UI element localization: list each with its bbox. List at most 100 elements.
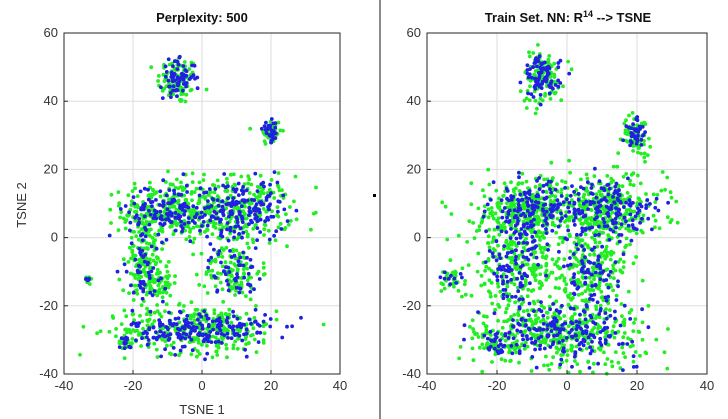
right-scatter-point (640, 124, 645, 129)
right-scatter-point (520, 197, 525, 202)
right-scatter-point (492, 271, 497, 276)
left-x-tick-label: 0 (198, 378, 205, 393)
left-scatter-point (192, 318, 197, 323)
right-scatter-point (527, 54, 532, 59)
right-scatter-point (543, 245, 547, 250)
right-scatter-point (639, 204, 644, 209)
left-scatter-point (158, 209, 163, 214)
left-scatter-point (236, 267, 240, 272)
left-scatter-point (211, 327, 216, 332)
right-scatter-point (522, 98, 527, 103)
left-scatter-point (187, 335, 192, 339)
right-scatter-point (505, 279, 510, 284)
left-scatter-point (183, 322, 188, 326)
right-scatter-point (519, 265, 523, 269)
right-scatter-point (568, 306, 573, 310)
right-scatter-point (600, 270, 605, 275)
left-scatter-point (250, 220, 255, 225)
left-scatter-point (155, 335, 160, 340)
right-chart-title-main: Train Set. NN: R (485, 10, 584, 25)
right-scatter-point (588, 252, 592, 257)
left-scatter-point (176, 83, 180, 88)
left-scatter-point (131, 290, 136, 295)
left-scatter-point (162, 214, 167, 219)
left-scatter-point (314, 185, 318, 190)
left-scatter-point (277, 200, 282, 204)
left-scatter-point (165, 276, 170, 281)
right-scatter-point (463, 292, 468, 297)
right-scatter-point (570, 315, 575, 319)
right-scatter-point (663, 187, 667, 192)
left-scatter-point (206, 205, 211, 210)
left-scatter-point (117, 345, 122, 349)
right-scatter-point (560, 303, 564, 308)
right-scatter-point (567, 200, 572, 205)
right-scatter-point (567, 330, 572, 335)
right-scatter-point (548, 307, 552, 312)
left-scatter-point (213, 216, 218, 221)
left-scatter-point (163, 64, 168, 69)
right-scatter-point (492, 311, 497, 316)
right-scatter-point (598, 266, 603, 271)
left-scatter-point (154, 330, 158, 334)
left-scatter-point (129, 241, 134, 246)
right-scatter-point (632, 321, 636, 325)
right-scatter-point (549, 160, 554, 165)
right-scatter-point (501, 272, 506, 277)
left-scatter-point (231, 309, 236, 314)
right-scatter-point (616, 329, 621, 334)
right-scatter-point (601, 298, 606, 303)
right-scatter-point (642, 155, 647, 160)
left-scatter-point (130, 341, 134, 346)
left-scatter-point (193, 328, 197, 333)
right-scatter-point (612, 276, 616, 281)
right-scatter-point (476, 310, 480, 314)
left-scatter-point (240, 216, 245, 221)
left-scatter-point (255, 215, 259, 219)
right-scatter-point (653, 200, 658, 205)
left-scatter-point (137, 230, 142, 234)
right-scatter-point (536, 200, 541, 205)
left-scatter-point (189, 321, 194, 325)
right-scatter-point (518, 235, 523, 240)
right-scatter-point (510, 332, 515, 337)
right-scatter-point (594, 195, 599, 200)
right-scatter-point (619, 222, 624, 227)
right-scatter-point (537, 328, 542, 332)
left-scatter-point (229, 209, 234, 213)
left-scatter-point (157, 228, 162, 233)
left-scatter-point (119, 210, 124, 215)
left-scatter-point (262, 222, 267, 227)
left-scatter-point (129, 283, 133, 288)
right-scatter-point (628, 229, 633, 233)
right-scatter-point (628, 182, 633, 187)
right-scatter-point (579, 185, 583, 190)
left-scatter-point (150, 200, 155, 204)
left-scatter-point (128, 220, 133, 225)
left-scatter-point (203, 206, 207, 211)
right-scatter-point (525, 221, 529, 226)
left-scatter-point (167, 318, 172, 323)
right-scatter-point (520, 333, 525, 338)
right-scatter-point (533, 267, 538, 272)
right-scatter-point (604, 316, 609, 321)
right-scatter-point (452, 284, 456, 289)
right-scatter-point (580, 229, 585, 234)
left-scatter-point (147, 280, 152, 285)
right-scatter-point (509, 180, 513, 185)
left-scatter-point (218, 233, 223, 238)
left-scatter-point (238, 210, 242, 215)
right-scatter-point (600, 244, 604, 249)
right-scatter-point (592, 261, 596, 266)
right-scatter-point (488, 294, 493, 299)
left-scatter-point (147, 273, 152, 278)
right-scatter-point (542, 363, 546, 368)
right-scatter-point (533, 278, 538, 283)
left-scatter-point (199, 251, 204, 256)
right-scatter-point (639, 121, 644, 126)
left-scatter-point (254, 304, 258, 308)
left-scatter-point (135, 291, 140, 296)
right-scatter-point (584, 303, 589, 307)
left-scatter-point (159, 354, 164, 359)
left-scatter-point (223, 185, 228, 190)
